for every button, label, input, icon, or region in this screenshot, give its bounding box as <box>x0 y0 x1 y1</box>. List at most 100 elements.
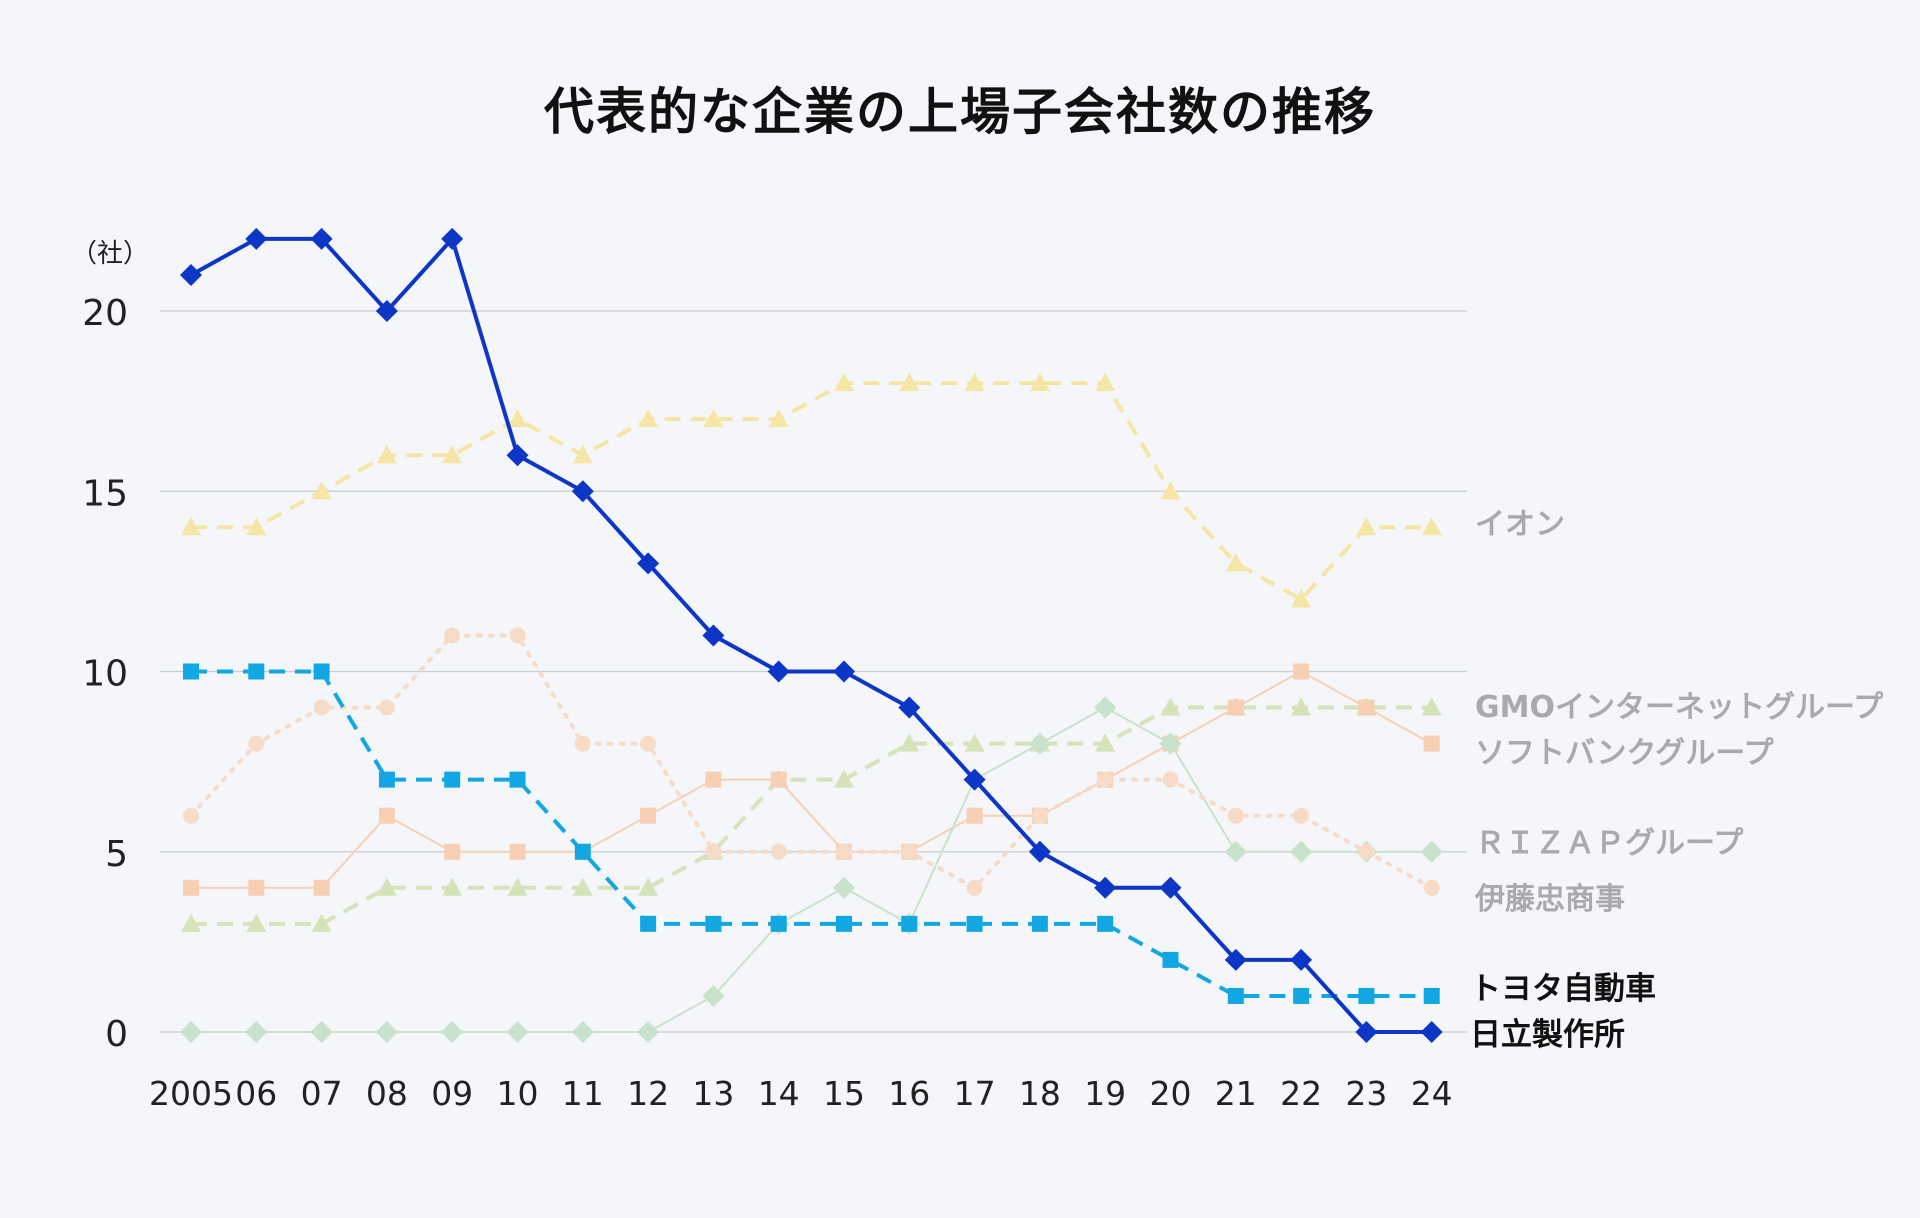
data-point-marker <box>248 879 265 896</box>
data-point-marker <box>833 876 855 899</box>
y-tick-label: 5 <box>105 834 128 875</box>
data-point-marker <box>705 843 722 860</box>
data-point-marker <box>1160 697 1181 716</box>
data-point-marker <box>703 409 724 428</box>
data-point-marker <box>1358 843 1375 860</box>
data-point-marker <box>638 409 659 428</box>
data-point-marker <box>245 1021 268 1043</box>
series-2 <box>183 663 1440 896</box>
data-point-marker <box>966 915 983 932</box>
data-point-marker <box>899 373 920 392</box>
series-label: トヨタ自動車 <box>1470 971 1656 1007</box>
data-point-marker <box>376 877 397 896</box>
y-tick-label: 0 <box>105 1014 128 1055</box>
series-line <box>191 669 1432 998</box>
x-tick-label: 13 <box>692 1074 734 1113</box>
data-point-marker <box>1358 699 1375 716</box>
x-tick-label: 07 <box>301 1074 343 1113</box>
data-point-marker <box>901 915 918 932</box>
x-tick-label: 19 <box>1084 1074 1126 1113</box>
x-tick-label: 18 <box>1019 1074 1061 1113</box>
data-point-marker <box>1290 948 1313 971</box>
data-point-marker <box>834 769 854 788</box>
data-point-marker <box>181 913 201 932</box>
data-point-marker <box>572 445 593 464</box>
data-point-marker <box>637 552 660 575</box>
data-point-marker <box>375 300 398 322</box>
data-point-marker <box>770 915 787 932</box>
data-point-marker <box>181 517 201 536</box>
x-tick-label: 10 <box>497 1074 539 1113</box>
data-point-marker <box>1355 1021 1378 1043</box>
data-point-marker <box>442 877 463 896</box>
data-point-marker <box>767 660 790 683</box>
data-point-marker <box>1227 807 1244 824</box>
data-point-marker <box>509 627 526 644</box>
data-point-marker <box>378 807 395 824</box>
data-point-marker <box>1160 481 1181 500</box>
data-point-marker <box>313 699 330 716</box>
data-point-marker <box>183 879 199 896</box>
data-point-marker <box>770 771 787 788</box>
data-point-marker <box>1420 840 1443 863</box>
data-point-marker <box>1293 807 1310 824</box>
data-point-marker <box>1291 697 1312 716</box>
data-point-marker <box>509 843 526 860</box>
x-tick-label: 09 <box>431 1074 473 1113</box>
series-label: ソフトバンクグループ <box>1475 736 1774 771</box>
data-point-marker <box>705 915 722 932</box>
data-point-marker <box>375 1021 398 1043</box>
y-tick-label: 15 <box>82 473 128 514</box>
data-point-marker <box>183 663 199 680</box>
data-point-marker <box>1293 663 1310 680</box>
data-point-marker <box>1225 553 1246 572</box>
data-point-marker <box>836 843 852 860</box>
data-point-marker <box>1423 987 1440 1004</box>
data-point-marker <box>1224 840 1247 863</box>
series-label: イオン <box>1475 507 1565 542</box>
data-point-marker <box>963 768 986 791</box>
data-point-marker <box>1420 1021 1443 1043</box>
data-point-marker <box>640 807 657 824</box>
series-label: 伊藤忠商事 <box>1474 882 1625 917</box>
data-point-marker <box>444 627 461 644</box>
chart-title: 代表的な企業の上場子会社数の推移 <box>544 83 1376 141</box>
data-point-marker <box>964 373 985 392</box>
data-point-marker <box>574 843 591 860</box>
data-point-marker <box>376 445 397 464</box>
data-point-marker <box>705 771 722 788</box>
data-point-marker <box>571 1021 594 1043</box>
data-point-marker <box>836 915 852 932</box>
x-tick-label: 2005 <box>149 1074 233 1113</box>
x-tick-label: 23 <box>1345 1074 1387 1113</box>
data-point-marker <box>442 445 463 464</box>
data-point-marker <box>964 733 985 752</box>
data-point-marker <box>246 913 267 932</box>
data-point-marker <box>180 1021 202 1043</box>
data-point-marker <box>770 843 787 860</box>
data-point-marker <box>183 807 199 824</box>
data-point-marker <box>1293 987 1310 1004</box>
data-point-marker <box>898 696 921 719</box>
data-point-marker <box>1094 696 1117 719</box>
data-point-marker <box>378 771 395 788</box>
data-point-marker <box>638 877 659 896</box>
data-point-marker <box>311 913 332 932</box>
data-point-marker <box>1031 807 1048 824</box>
data-point-marker <box>1423 735 1440 752</box>
data-point-marker <box>180 263 202 286</box>
y-tick-label: 10 <box>82 654 128 695</box>
data-point-marker <box>702 624 725 647</box>
data-point-marker <box>899 733 920 752</box>
data-point-marker <box>1227 987 1244 1004</box>
data-point-marker <box>640 735 657 752</box>
data-point-marker <box>1162 951 1179 968</box>
data-point-marker <box>571 480 594 503</box>
data-point-marker <box>444 843 461 860</box>
data-point-marker <box>1097 771 1114 788</box>
x-axis-ticks: 2005 06 07 08 09 10 11 12 13 14 15 16 17 18 19 20 21 22 23… <box>149 1074 1453 1113</box>
data-point-marker <box>1356 517 1377 536</box>
data-point-marker <box>1159 732 1182 755</box>
